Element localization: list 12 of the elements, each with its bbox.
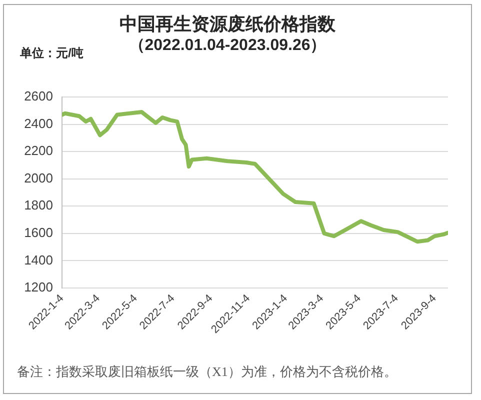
y-axis-title: 单位：元/吨 [20,45,84,62]
y-tick-label: 1800 [24,198,53,213]
y-tick-label: 2600 [24,88,53,104]
y-tick-label: 1600 [24,225,53,240]
y-tick-label: 2000 [24,170,53,186]
chart-subtitle: （2022.01.04-2023.09.26） [128,37,326,54]
text: 备注：指数采取废旧箱板纸一级（X1）为准，价格为不含税价格。 [17,363,397,381]
y-tick-label: 2400 [24,116,53,131]
y-tick-label: 1200 [24,280,53,295]
y-tick-label: 2200 [24,143,53,158]
chart-title: 中国再生资源废纸价格指数 [118,13,336,36]
y-tick-label: 1400 [24,252,53,268]
